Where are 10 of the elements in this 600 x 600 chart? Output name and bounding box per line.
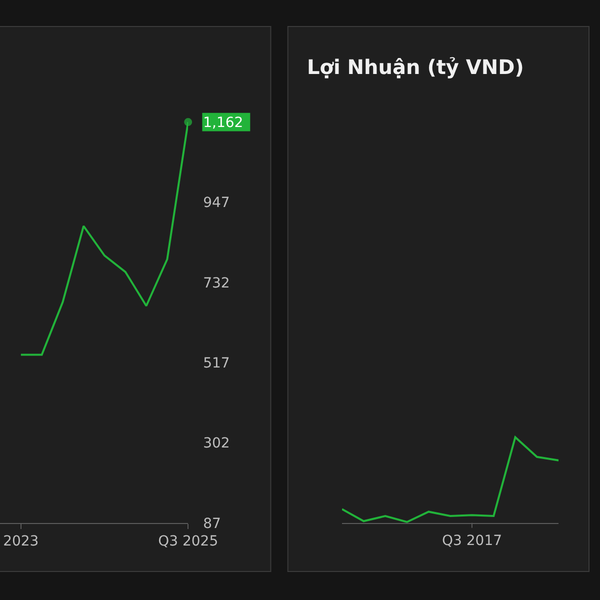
y-tick-label: 732 xyxy=(203,275,230,292)
chart-title: Lợi Nhuận (tỷ VND) xyxy=(307,55,524,79)
y-tick-label: 1,162 xyxy=(203,114,244,131)
x-tick-label: Q3 2025 xyxy=(158,534,218,550)
text: Q3 2017 xyxy=(442,533,502,549)
y-tick-label: 517 xyxy=(203,355,230,372)
x-tick-label: 2023 xyxy=(3,534,39,550)
y-tick-label: 87 xyxy=(203,516,221,532)
y-tick-label: 302 xyxy=(203,436,230,452)
y-tick-label: 947 xyxy=(203,195,230,212)
